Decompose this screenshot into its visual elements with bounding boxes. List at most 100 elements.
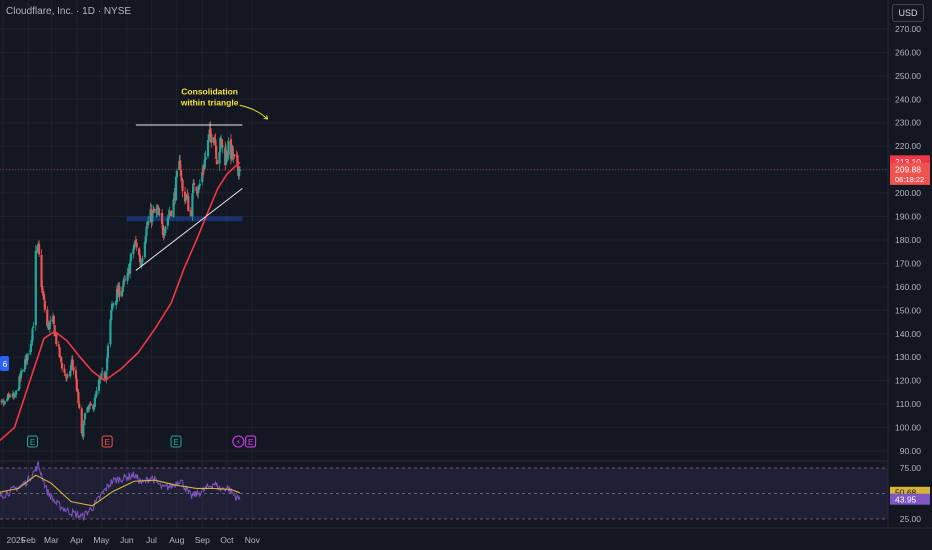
candle: [151, 211, 154, 222]
candle: [69, 364, 73, 371]
candle: [71, 359, 74, 367]
candle: [215, 160, 219, 165]
candle: [14, 395, 17, 397]
candle: [15, 390, 18, 395]
moving-average: [0, 161, 241, 442]
earnings-marker: [27, 435, 39, 448]
currency-button[interactable]: USD: [892, 4, 924, 22]
candle: [129, 253, 133, 262]
candle: [189, 210, 192, 216]
price-tick-label: 240.00: [895, 94, 921, 104]
candle: [49, 320, 52, 322]
candle: [35, 250, 38, 252]
candle: [132, 248, 135, 254]
candle: [126, 272, 129, 281]
last-price-tag: [890, 162, 930, 185]
rsi-ma-line: [0, 474, 241, 507]
candle: [89, 403, 92, 406]
candle: [20, 370, 23, 373]
support-trendline: [135, 187, 243, 271]
price-axis[interactable]: 90.00 100.00 110.00 120.00 130.00 140.00 150.0…: [887, 0, 932, 550]
time-tick-label: 2025: [7, 535, 26, 545]
support-zone: [126, 216, 243, 222]
candle: [213, 138, 216, 140]
candle: [181, 179, 184, 192]
candle: [72, 367, 75, 371]
annotation-arrowhead: [263, 115, 269, 120]
candle: [224, 151, 228, 165]
candle: [157, 208, 160, 216]
time-tick-label: Jun: [120, 535, 134, 545]
candle: [166, 217, 169, 226]
candle: [37, 244, 41, 255]
price-tick-label: 90.00: [900, 446, 922, 456]
price-tick-label: 230.00: [895, 118, 921, 128]
candle: [105, 371, 108, 381]
candle: [92, 406, 96, 410]
price-tick-label: 100.00: [895, 423, 921, 433]
candle: [195, 186, 198, 192]
candle: [97, 379, 101, 391]
candle: [201, 171, 204, 183]
candle: [168, 213, 171, 215]
countdown-label: 06:18:22: [895, 175, 924, 184]
candle: [83, 412, 87, 420]
candle: [129, 262, 132, 274]
candle: [191, 193, 194, 217]
candle: [29, 343, 32, 352]
candle: [57, 344, 60, 347]
candle: [155, 208, 158, 213]
price-tick-label: 260.00: [895, 47, 921, 57]
candle: [19, 371, 23, 378]
candle: [138, 248, 141, 255]
price-tick-label: 250.00: [895, 71, 921, 81]
time-tick-label: Feb: [21, 535, 36, 545]
time-tick-label: Oct: [220, 535, 234, 545]
candle: [52, 315, 55, 325]
time-tick-label: Aug: [169, 535, 184, 545]
candle: [210, 134, 213, 143]
candle: [112, 303, 115, 305]
candle: [158, 214, 161, 216]
annotation-text: Consolidation: [181, 86, 238, 96]
candle: [74, 370, 78, 379]
candle: [1, 401, 5, 403]
candle: [161, 225, 164, 236]
rsi-pane[interactable]: [0, 460, 888, 522]
candle: [203, 159, 206, 169]
candle: [185, 195, 188, 199]
candle: [30, 340, 33, 344]
time-tick-label: Apr: [70, 535, 83, 545]
candle: [24, 359, 27, 370]
candle: [133, 244, 136, 250]
candle: [36, 246, 39, 251]
candle: [1, 400, 4, 402]
candle: [6, 394, 10, 400]
trendlines[interactable]: [135, 124, 243, 271]
candle: [212, 137, 215, 144]
rsi-tick-label: 75.00: [900, 463, 922, 473]
moving-average-line: [0, 161, 241, 442]
candle: [134, 241, 137, 243]
candle: [140, 262, 143, 267]
candle: [77, 392, 80, 404]
candle: [75, 379, 78, 392]
candle: [138, 254, 142, 262]
support-zone-rect: [126, 216, 243, 222]
candle: [236, 155, 239, 167]
time-tick-label: May: [93, 535, 110, 545]
candle: [156, 208, 159, 211]
candle: [180, 177, 183, 181]
candle: [219, 137, 222, 152]
candle: [13, 395, 16, 398]
candle: [175, 170, 178, 178]
candle: [214, 139, 217, 146]
earnings-marker-label: E: [173, 438, 178, 447]
candle: [55, 334, 58, 345]
chart-title: Cloudflare, Inc. · 1D · NYSE: [6, 6, 132, 17]
candle: [34, 250, 37, 326]
candle: [94, 395, 97, 398]
